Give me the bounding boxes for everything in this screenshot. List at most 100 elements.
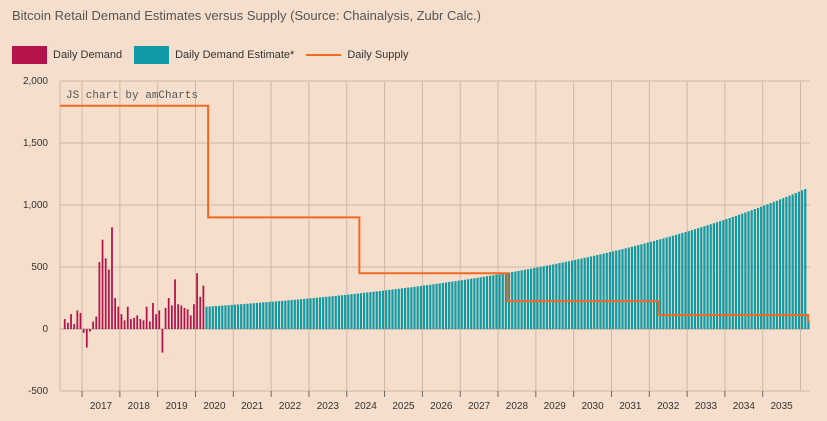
estimate-bar bbox=[797, 191, 801, 329]
x-tick-label: 2020 bbox=[203, 401, 226, 412]
estimate-bar bbox=[233, 304, 236, 329]
estimate-bar bbox=[574, 259, 577, 329]
demand-bar bbox=[63, 319, 66, 329]
estimate-bar bbox=[697, 228, 700, 329]
demand-bar bbox=[76, 310, 79, 329]
estimate-bar bbox=[605, 252, 608, 329]
estimate-bar bbox=[678, 233, 681, 329]
estimate-bar bbox=[665, 237, 668, 329]
estimate-bar bbox=[570, 260, 574, 329]
estimate-bar bbox=[303, 298, 306, 329]
x-tick-label: 2035 bbox=[771, 401, 794, 412]
demand-bar bbox=[164, 307, 167, 329]
estimate-bar bbox=[249, 303, 252, 329]
estimate-bar bbox=[703, 226, 706, 329]
demand-bar bbox=[183, 307, 186, 329]
estimate-bar bbox=[246, 303, 249, 329]
estimate-bar bbox=[293, 299, 296, 329]
estimate-bar bbox=[230, 304, 233, 329]
estimate-bar bbox=[539, 266, 542, 329]
estimate-bar bbox=[737, 214, 741, 329]
legend-item-daily-demand-estimate[interactable]: Daily Demand Estimate* bbox=[134, 46, 294, 64]
estimate-bar bbox=[801, 190, 804, 329]
legend-swatch-daily-demand-estimate bbox=[134, 46, 170, 64]
estimate-bar bbox=[567, 261, 571, 329]
estimate-bar bbox=[593, 255, 596, 329]
y-tick-label: 1,000 bbox=[23, 200, 48, 211]
estimate-bar bbox=[536, 267, 539, 329]
x-tick-label: 2026 bbox=[430, 401, 453, 412]
legend-item-daily-demand[interactable]: Daily Demand bbox=[12, 46, 122, 64]
legend-label-daily-supply: Daily Supply bbox=[347, 49, 409, 61]
estimate-bar bbox=[785, 196, 788, 329]
estimate-bar bbox=[422, 285, 426, 329]
estimate-bar bbox=[466, 279, 470, 329]
demand-bar bbox=[202, 285, 205, 329]
estimate-bar bbox=[681, 232, 684, 329]
estimate-bar bbox=[284, 300, 287, 329]
demand-bar bbox=[174, 279, 176, 329]
estimate-bar bbox=[274, 301, 277, 329]
estimate-bar bbox=[599, 254, 602, 329]
estimate-bar bbox=[602, 253, 605, 329]
estimate-bar bbox=[760, 206, 763, 329]
estimate-bar bbox=[236, 304, 240, 329]
estimate-bar bbox=[504, 273, 508, 329]
estimate-bar bbox=[690, 230, 693, 329]
estimate-bar bbox=[413, 286, 416, 329]
estimate-bar bbox=[372, 291, 375, 329]
estimate-bar bbox=[331, 296, 334, 329]
estimate-bar bbox=[498, 274, 501, 329]
demand-bar bbox=[79, 312, 82, 329]
estimate-bar bbox=[403, 287, 407, 329]
x-tick-label: 2021 bbox=[241, 401, 264, 412]
estimate-bar bbox=[741, 213, 744, 329]
demand-bar bbox=[145, 306, 148, 329]
estimate-bar bbox=[530, 268, 533, 329]
estimate-bar bbox=[397, 288, 400, 329]
demand-bar bbox=[186, 309, 189, 329]
estimate-bar bbox=[265, 302, 268, 329]
estimate-bar bbox=[731, 216, 734, 329]
x-axis-ticks: 2017 2018 2019 2020 2021 2022 2023 2024 2025 2026… bbox=[81, 391, 794, 412]
estimate-bar bbox=[255, 302, 259, 329]
estimate-bar bbox=[583, 257, 586, 329]
estimate-bar bbox=[448, 282, 451, 329]
estimate-bar bbox=[659, 239, 662, 329]
estimate-bar bbox=[214, 306, 218, 329]
estimate-bar bbox=[662, 238, 665, 329]
estimate-bar bbox=[391, 289, 394, 329]
estimate-bar bbox=[589, 256, 593, 329]
estimate-bar bbox=[722, 220, 725, 329]
legend-item-daily-supply[interactable]: Daily Supply bbox=[306, 46, 408, 64]
y-tick-label: -500 bbox=[28, 386, 48, 397]
x-tick-label: 2017 bbox=[90, 401, 113, 412]
estimate-bar bbox=[224, 305, 227, 329]
estimate-bar bbox=[463, 279, 467, 329]
estimate-bar bbox=[287, 300, 290, 329]
estimate-bar bbox=[381, 290, 385, 329]
x-tick-label: 2023 bbox=[317, 401, 340, 412]
demand-bar bbox=[70, 314, 72, 329]
estimate-bar bbox=[788, 195, 791, 329]
estimate-bar bbox=[344, 294, 347, 329]
supply-step-line bbox=[60, 104, 809, 323]
estimate-bar bbox=[252, 303, 255, 329]
demand-bar bbox=[180, 305, 183, 329]
demand-bar bbox=[95, 316, 98, 329]
estimate-bar bbox=[545, 265, 548, 329]
demand-bar bbox=[104, 258, 107, 329]
estimate-bar bbox=[747, 211, 750, 329]
legend-label-daily-demand-estimate: Daily Demand Estimate* bbox=[175, 49, 295, 61]
demand-bar bbox=[193, 304, 195, 329]
demand-bar bbox=[196, 273, 198, 329]
estimate-bar bbox=[492, 275, 495, 329]
demand-bars bbox=[63, 227, 205, 353]
estimate-bar bbox=[709, 224, 712, 329]
x-tick-label: 2030 bbox=[581, 401, 604, 412]
estimate-bar bbox=[548, 265, 552, 329]
x-tick-label: 2031 bbox=[619, 401, 642, 412]
estimate-bar bbox=[756, 207, 760, 329]
estimate-bar bbox=[671, 235, 675, 329]
